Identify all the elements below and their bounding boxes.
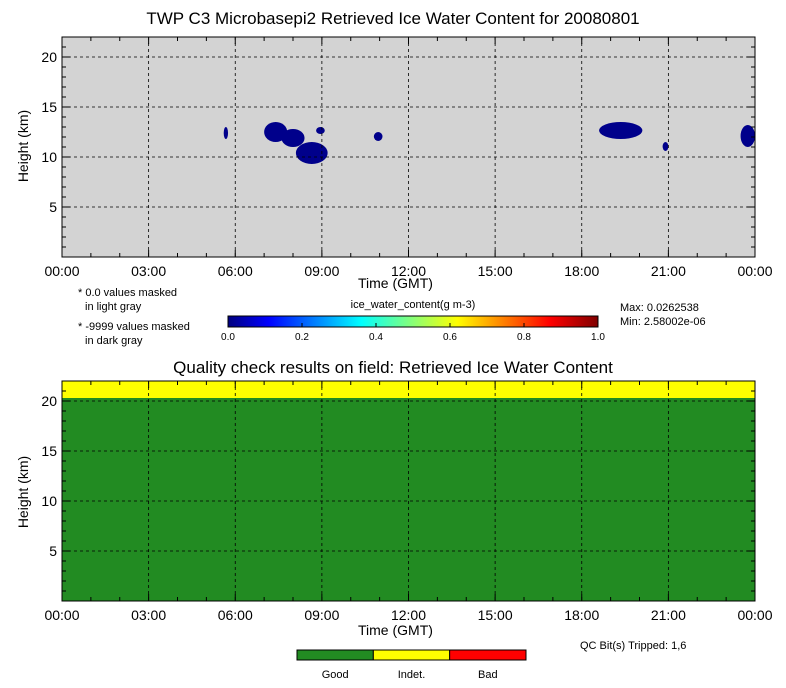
bottom-y-tick-label: 20 [41,393,57,409]
top-x-tick-label: 21:00 [651,263,686,279]
top-x-tick-label: 00:00 [44,263,79,279]
top-y-axis-label: Height (km) [15,109,32,183]
top-x-tick-label: 00:00 [737,263,772,279]
colorbar [227,315,599,328]
colorbar-label: ice_water_content(g m-3) [350,299,476,311]
ice-cloud-region [316,127,325,134]
min-value-text: Min: 2.58002e-06 [620,316,706,328]
note-missing-mask-cont: in dark gray [85,335,143,347]
bottom-x-tick-label: 18:00 [564,607,599,623]
colorbar-tick-label: 0.2 [295,332,309,343]
max-value-text: Max: 0.0262538 [620,302,699,314]
qc-legend-swatch-indet [372,649,451,661]
bottom-x-tick-label: 03:00 [131,607,166,623]
bottom-y-tick-label: 15 [41,443,57,459]
top-chart-title: TWP C3 Microbasepi2 Retrieved Ice Water … [146,9,640,28]
qc-region-good [62,398,755,601]
bottom-x-tick-label: 00:00 [737,607,772,623]
qc-legend-swatch-bad [449,649,527,661]
top-x-tick-label: 03:00 [131,263,166,279]
colorbar-tick-label: 0.4 [369,332,383,343]
bottom-x-tick-label: 12:00 [391,607,426,623]
ice-cloud-region [373,132,383,141]
top-x-axis-label: Time (GMT) [358,275,433,291]
qc-bits-text: QC Bit(s) Tripped: 1,6 [580,640,687,652]
top-y-tick-label: 15 [41,99,57,115]
colorbar-tick-label: 0.6 [443,332,457,343]
note-missing-mask: * -9999 values masked [78,321,190,333]
qc-legend-label: Indet. [398,669,426,681]
bottom-x-tick-label: 21:00 [651,607,686,623]
colorbar-tick-label: 1.0 [591,332,605,343]
bottom-y-tick-label: 5 [49,543,57,559]
top-x-tick-label: 06:00 [218,263,253,279]
colorbar-tick-label: 0.0 [221,332,235,343]
top-y-tick-label: 5 [49,199,57,215]
top-x-tick-label: 15:00 [478,263,513,279]
bottom-x-tick-label: 15:00 [478,607,513,623]
qc-legend-label: Good [322,669,349,681]
bottom-x-tick-label: 06:00 [218,607,253,623]
note-zero-mask: * 0.0 values masked [78,287,178,299]
top-y-tick-label: 10 [41,149,57,165]
ice-cloud-region [223,127,229,139]
bottom-x-tick-label: 09:00 [304,607,339,623]
qc-legend-swatch-good [296,649,374,661]
ice-cloud-region [295,142,328,164]
ice-cloud-region [599,122,643,139]
ice-cloud-region [662,142,669,151]
top-y-tick-label: 20 [41,49,57,65]
bottom-x-tick-label: 00:00 [44,607,79,623]
note-zero-mask-cont: in light gray [85,301,142,313]
top-x-tick-label: 12:00 [391,263,426,279]
ice-cloud-region [264,122,288,142]
bottom-y-tick-label: 10 [41,493,57,509]
bottom-x-axis-label: Time (GMT) [358,622,433,638]
bottom-chart-title: Quality check results on field: Retrieve… [173,358,613,377]
ice-cloud-region [281,129,305,147]
bottom-y-axis-label: Height (km) [15,455,32,529]
top-x-tick-label: 18:00 [564,263,599,279]
top-x-tick-label: 09:00 [304,263,339,279]
colorbar-tick-label: 0.8 [517,332,531,343]
ice-cloud-region [740,125,755,147]
qc-legend-label: Bad [478,669,498,681]
